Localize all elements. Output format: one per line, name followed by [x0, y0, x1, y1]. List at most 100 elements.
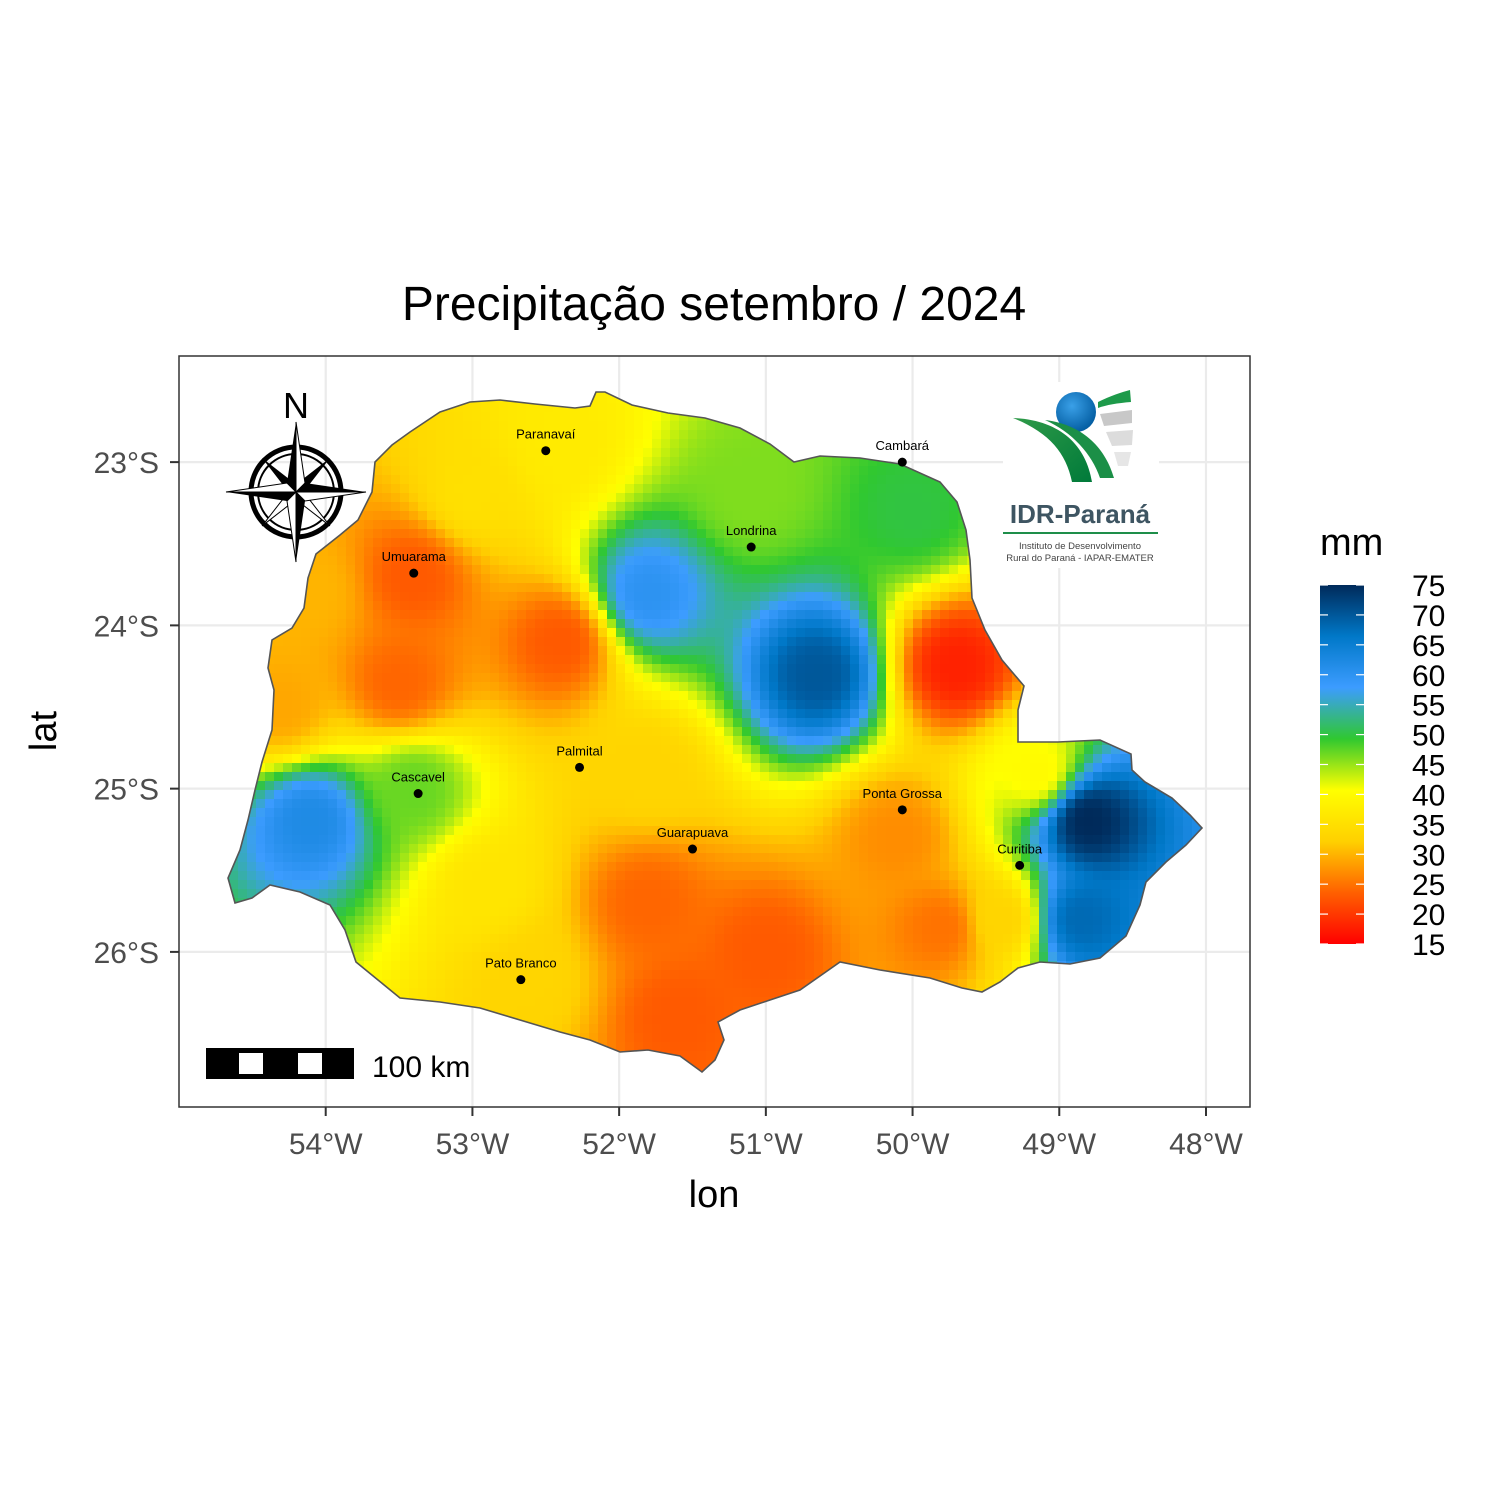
raster-cell: [616, 403, 626, 413]
raster-cell: [535, 727, 545, 737]
raster-cell: [670, 682, 680, 692]
raster-cell: [427, 664, 437, 674]
raster-cell: [1102, 772, 1112, 782]
raster-cell: [472, 655, 482, 665]
raster-cell: [571, 556, 581, 566]
raster-cell: [454, 781, 464, 791]
raster-cell: [778, 646, 788, 656]
raster-cell: [481, 529, 491, 539]
raster-cell: [634, 565, 644, 575]
raster-cell: [418, 583, 428, 593]
raster-cell: [1093, 754, 1103, 764]
raster-cell: [463, 682, 473, 692]
raster-cell: [643, 709, 653, 719]
raster-cell: [418, 493, 428, 503]
raster-cell: [697, 781, 707, 791]
raster-cell: [490, 421, 500, 431]
raster-cell: [508, 691, 518, 701]
raster-cell: [940, 646, 950, 656]
raster-cell: [553, 574, 563, 584]
raster-cell: [625, 601, 635, 611]
raster-cell: [886, 484, 896, 494]
raster-cell: [409, 457, 419, 467]
raster-cell: [814, 484, 824, 494]
raster-cell: [832, 502, 842, 512]
raster-cell: [319, 592, 329, 602]
raster-cell: [625, 709, 635, 719]
raster-cell: [652, 664, 662, 674]
raster-cell: [1075, 763, 1085, 773]
raster-cell: [499, 412, 509, 422]
raster-cell: [535, 745, 545, 755]
raster-cell: [589, 439, 599, 449]
raster-cell: [814, 646, 824, 656]
raster-cell: [913, 655, 923, 665]
raster-cell: [490, 754, 500, 764]
raster-cell: [346, 691, 356, 701]
raster-cell: [319, 565, 329, 575]
raster-cell: [796, 745, 806, 755]
raster-cell: [364, 664, 374, 674]
raster-cell: [445, 664, 455, 674]
raster-cell: [913, 727, 923, 737]
raster-cell: [661, 736, 671, 746]
raster-cell: [625, 763, 635, 773]
raster-cell: [949, 637, 959, 647]
raster-cell: [508, 547, 518, 557]
raster-cell: [571, 691, 581, 701]
raster-cell: [535, 592, 545, 602]
raster-cell: [616, 457, 626, 467]
raster-cell: [976, 637, 986, 647]
raster-cell: [706, 781, 716, 791]
raster-cell: [715, 547, 725, 557]
raster-cell: [283, 646, 293, 656]
raster-cell: [715, 700, 725, 710]
raster-cell: [967, 727, 977, 737]
raster-cell: [904, 610, 914, 620]
raster-cell: [715, 655, 725, 665]
raster-cell: [562, 574, 572, 584]
raster-cell: [589, 637, 599, 647]
raster-cell: [733, 511, 743, 521]
raster-cell: [949, 709, 959, 719]
raster-cell: [517, 574, 527, 584]
raster-cell: [634, 763, 644, 773]
raster-cell: [391, 700, 401, 710]
raster-cell: [598, 745, 608, 755]
raster-cell: [436, 556, 446, 566]
raster-cell: [274, 664, 284, 674]
raster-cell: [319, 718, 329, 728]
raster-cell: [643, 646, 653, 656]
raster-cell: [535, 520, 545, 530]
raster-cell: [418, 673, 428, 683]
raster-cell: [454, 583, 464, 593]
raster-cell: [517, 421, 527, 431]
raster-cell: [823, 511, 833, 521]
raster-cell: [616, 511, 626, 521]
raster-cell: [913, 691, 923, 701]
raster-cell: [976, 709, 986, 719]
raster-cell: [940, 538, 950, 548]
raster-cell: [877, 709, 887, 719]
raster-cell: [859, 763, 869, 773]
raster-cell: [409, 439, 419, 449]
raster-cell: [634, 412, 644, 422]
raster-cell: [949, 583, 959, 593]
raster-cell: [490, 691, 500, 701]
raster-cell: [679, 772, 689, 782]
raster-cell: [346, 547, 356, 557]
raster-cell: [706, 691, 716, 701]
raster-cell: [841, 727, 851, 737]
raster-cell: [931, 502, 941, 512]
raster-cell: [553, 682, 563, 692]
raster-cell: [427, 547, 437, 557]
raster-cell: [472, 673, 482, 683]
raster-cell: [1057, 745, 1067, 755]
raster-cell: [337, 538, 347, 548]
raster-cell: [625, 502, 635, 512]
raster-cell: [931, 493, 941, 503]
raster-cell: [958, 727, 968, 737]
raster-cell: [607, 754, 617, 764]
raster-cell: [913, 673, 923, 683]
raster-cell: [427, 520, 437, 530]
